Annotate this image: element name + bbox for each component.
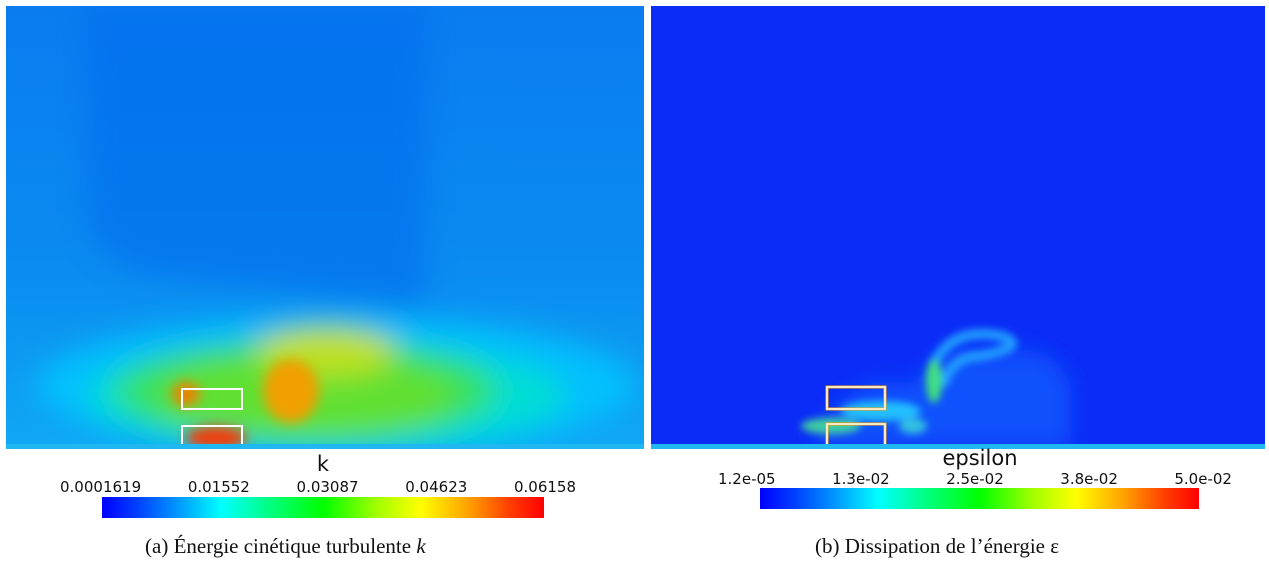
caption-a: (a) Énergie cinétique turbulente k (145, 534, 426, 559)
legend-tick: 0.0001619 (60, 478, 142, 496)
dissipation-field-plot (651, 6, 1265, 449)
legend-tick: 0.04623 (405, 478, 468, 496)
legend-tick: 0.06158 (513, 478, 576, 496)
tke-field-image (6, 6, 644, 449)
legend-title-epsilon: epsilon (942, 446, 1018, 470)
obstacle-upper (181, 388, 243, 410)
legend-ticks-epsilon: 1.2e-05 1.3e-02 2.5e-02 3.8e-02 5.0e-02 (718, 470, 1232, 488)
caption-b: (b) Dissipation de l’énergie ε (815, 534, 1059, 559)
legend-tick: 2.5e-02 (946, 470, 1004, 488)
caption-text: Énergie cinétique turbulente (173, 534, 417, 558)
caption-label: (a) (145, 534, 169, 558)
obstacle-lower (181, 425, 243, 449)
legend-tick: 1.2e-05 (718, 470, 776, 488)
legend-title-k: k (316, 452, 330, 476)
legend-ticks-k: 0.0001619 0.01552 0.03087 0.04623 0.0615… (60, 478, 576, 496)
colorbar-epsilon (760, 488, 1199, 509)
caption-symbol: k (416, 534, 426, 558)
caption-text: Dissipation de l’énergie (844, 534, 1051, 558)
dissipation-field-image (651, 6, 1265, 449)
obstacle-upper (826, 386, 886, 410)
legend-tick: 0.03087 (296, 478, 359, 496)
caption-symbol: ε (1050, 534, 1060, 558)
tke-field-plot (6, 6, 644, 449)
colorbar-k (102, 497, 544, 518)
caption-label: (b) (815, 534, 840, 558)
legend-tick: 1.3e-02 (832, 470, 890, 488)
legend-tick: 3.8e-02 (1060, 470, 1118, 488)
legend-tick: 0.01552 (187, 478, 250, 496)
legend-tick: 5.0e-02 (1174, 470, 1232, 488)
